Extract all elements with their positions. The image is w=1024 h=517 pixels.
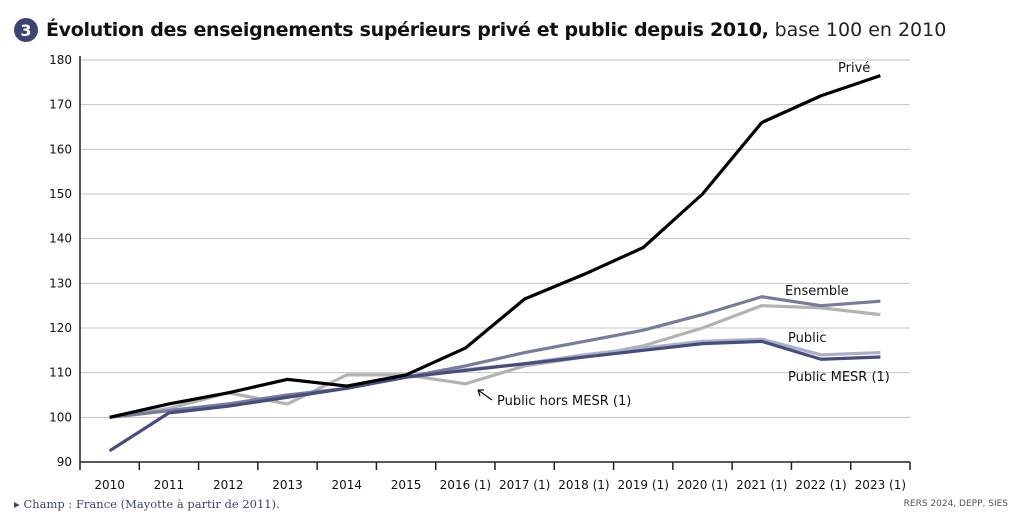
y-tick-label: 160 bbox=[49, 142, 72, 156]
series-line-ensemble bbox=[109, 295, 881, 419]
series-label: Public MESR (1) bbox=[788, 370, 890, 385]
figure-number-badge: 3 bbox=[14, 18, 38, 42]
title-main: Évolution des enseignements supérieurs p… bbox=[46, 19, 769, 41]
x-tick-label: 2017 (1) bbox=[499, 478, 550, 492]
series-label: Public bbox=[788, 331, 826, 346]
x-tick-label: 2015 bbox=[391, 478, 422, 492]
x-tick-label: 2014 bbox=[332, 478, 363, 492]
source: RERS 2024, DEPP, SIES bbox=[903, 499, 1008, 509]
x-tick-label: 2016 (1) bbox=[440, 478, 491, 492]
x-tick-label: 2022 (1) bbox=[795, 478, 846, 492]
annotation-arrow bbox=[477, 389, 493, 401]
title-subtitle: base 100 en 2010 bbox=[774, 19, 947, 41]
x-tick-label: 2011 bbox=[154, 478, 185, 492]
series-label: Privé bbox=[838, 61, 870, 76]
series-line-public-hors-mesr-1- bbox=[109, 304, 881, 419]
series-line-public-mesr-1- bbox=[108, 339, 881, 453]
x-tick-label: 2023 (1) bbox=[855, 478, 906, 492]
y-tick-label: 100 bbox=[49, 410, 72, 424]
x-tick-label: 2018 (1) bbox=[558, 478, 609, 492]
x-tick-label: 2013 bbox=[272, 478, 303, 492]
y-tick-label: 120 bbox=[49, 321, 72, 335]
y-tick-label: 170 bbox=[49, 98, 72, 112]
y-tick-label: 180 bbox=[49, 53, 72, 67]
x-tick-label: 2012 bbox=[213, 478, 244, 492]
x-tick-label: 2010 bbox=[94, 478, 125, 492]
y-tick-label: 140 bbox=[49, 232, 72, 246]
x-tick-label: 2020 (1) bbox=[677, 478, 728, 492]
y-tick-label: 130 bbox=[49, 276, 72, 290]
y-tick-label: 90 bbox=[57, 455, 72, 469]
scope-note: ▸ Champ : France (Mayotte à partir de 20… bbox=[14, 497, 280, 511]
y-tick-label: 110 bbox=[49, 366, 72, 380]
scope-note-text: Champ : France (Mayotte à partir de 2011… bbox=[23, 497, 280, 511]
series-label: Public hors MESR (1) bbox=[497, 394, 631, 409]
x-tick-label: 2019 (1) bbox=[618, 478, 669, 492]
series-label: Ensemble bbox=[785, 284, 849, 299]
series-line-priv- bbox=[109, 74, 881, 419]
x-tick-label: 2021 (1) bbox=[736, 478, 787, 492]
chart-title: 3 Évolution des enseignements supérieurs… bbox=[14, 18, 946, 42]
y-tick-label: 150 bbox=[49, 187, 72, 201]
